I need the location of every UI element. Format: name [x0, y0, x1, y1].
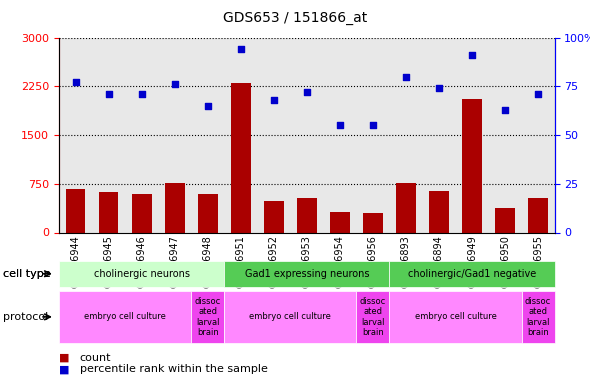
Text: embryo cell culture: embryo cell culture — [250, 312, 331, 321]
Point — [533, 91, 543, 97]
Point — [71, 80, 80, 86]
Bar — [429, 191, 449, 232]
Bar — [65, 189, 86, 232]
Text: dissoc
ated
larval
brain: dissoc ated larval brain — [525, 297, 551, 337]
Text: ■: ■ — [59, 364, 70, 374]
Text: embryo cell culture: embryo cell culture — [415, 312, 496, 321]
Text: cell type: cell type — [3, 269, 51, 279]
Text: percentile rank within the sample: percentile rank within the sample — [80, 364, 267, 374]
Bar — [363, 213, 383, 232]
Point — [335, 122, 345, 128]
Text: cholinergic/Gad1 negative: cholinergic/Gad1 negative — [408, 269, 536, 279]
Point — [104, 91, 113, 97]
Text: Gad1 expressing neurons: Gad1 expressing neurons — [244, 269, 369, 279]
Point — [401, 74, 411, 80]
Bar — [165, 183, 185, 232]
Text: dissoc
ated
larval
brain: dissoc ated larval brain — [360, 297, 386, 337]
Point — [203, 103, 212, 109]
Text: GDS653 / 151866_at: GDS653 / 151866_at — [223, 11, 367, 25]
Bar — [297, 198, 317, 232]
Bar — [99, 192, 119, 232]
Text: cholinergic neurons: cholinergic neurons — [94, 269, 189, 279]
Bar — [396, 183, 416, 232]
Bar — [132, 194, 152, 232]
Text: dissoc
ated
larval
brain: dissoc ated larval brain — [195, 297, 221, 337]
Text: protocol: protocol — [3, 312, 48, 322]
Text: ■: ■ — [59, 353, 70, 363]
Bar — [198, 194, 218, 232]
Point — [467, 52, 477, 58]
Text: embryo cell culture: embryo cell culture — [84, 312, 166, 321]
Bar — [264, 201, 284, 232]
Point — [269, 97, 278, 103]
Bar — [330, 212, 350, 232]
Bar — [495, 209, 515, 232]
Point — [302, 89, 312, 95]
Text: count: count — [80, 353, 111, 363]
Point — [434, 85, 444, 91]
Bar — [462, 99, 482, 232]
Point — [500, 106, 510, 112]
Text: cell type: cell type — [3, 269, 51, 279]
Point — [170, 81, 179, 87]
Bar — [528, 198, 548, 232]
Point — [137, 91, 146, 97]
Point — [236, 46, 245, 52]
Point — [368, 122, 378, 128]
Bar — [231, 83, 251, 232]
